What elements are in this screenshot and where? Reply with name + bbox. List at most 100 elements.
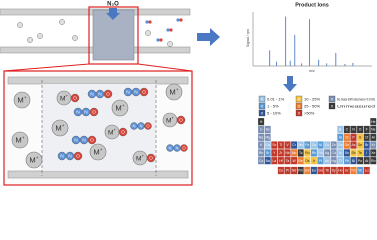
element-cell bbox=[350, 125, 357, 134]
element-cell bbox=[343, 125, 351, 134]
element-cell bbox=[356, 133, 364, 142]
bar bbox=[285, 16, 287, 67]
legend-label: 10 - 25% bbox=[304, 96, 320, 101]
oxygen-label: O bbox=[179, 118, 183, 124]
element-symbol: Pt bbox=[319, 159, 322, 163]
element-cell bbox=[337, 133, 344, 142]
element-symbol: Pb bbox=[345, 159, 349, 163]
zoom-frame bbox=[88, 6, 139, 65]
element-symbol: Ga bbox=[338, 143, 343, 147]
element-symbol: Tc bbox=[299, 151, 303, 155]
zoom-line bbox=[137, 63, 193, 72]
legend-symbol: X bbox=[298, 96, 301, 101]
element-cell bbox=[317, 166, 324, 175]
oxygen-atom bbox=[70, 93, 80, 103]
ion-label: M+ bbox=[115, 104, 124, 113]
element-symbol: Po bbox=[358, 159, 362, 163]
oxygen-atom bbox=[87, 135, 97, 145]
element-cell bbox=[271, 149, 278, 157]
element-symbol: Cl bbox=[365, 135, 368, 139]
oxygen-label: O bbox=[146, 124, 150, 129]
element-symbol: P bbox=[352, 135, 355, 139]
o-small bbox=[179, 18, 183, 22]
legend-swatch bbox=[295, 102, 303, 110]
element-cell bbox=[363, 149, 370, 157]
ion-small bbox=[59, 19, 65, 25]
ion-charge: + bbox=[114, 128, 117, 133]
element-symbol: Re bbox=[299, 159, 303, 163]
n-small bbox=[145, 20, 149, 24]
element-cell bbox=[330, 166, 337, 175]
legend-label: >50% bbox=[304, 110, 315, 115]
rod bbox=[7, 170, 189, 179]
element-cell bbox=[290, 141, 298, 149]
nitrogen-label: N bbox=[98, 92, 102, 98]
oxygen-atom bbox=[139, 87, 149, 97]
oxygen-label: O bbox=[73, 96, 77, 102]
element-symbol: Zn bbox=[332, 143, 336, 147]
element-symbol: Ho bbox=[338, 169, 342, 173]
element-cell bbox=[356, 156, 364, 165]
element-symbol: Cu bbox=[325, 143, 329, 147]
element-cell bbox=[330, 141, 337, 149]
element-symbol: Nd bbox=[292, 169, 296, 173]
oxygen-label: O bbox=[142, 90, 146, 96]
element-symbol: Pd bbox=[318, 151, 322, 155]
element-cell bbox=[277, 149, 285, 157]
oxygen-atom bbox=[103, 89, 113, 99]
element-cell bbox=[310, 149, 318, 157]
oxygen-atom bbox=[89, 107, 99, 117]
ion-label: M+ bbox=[93, 148, 102, 157]
element-cell bbox=[343, 166, 351, 175]
flow-arrow bbox=[283, 76, 297, 92]
ion-charge: + bbox=[172, 116, 175, 121]
element-cell bbox=[264, 149, 271, 157]
element-cell bbox=[264, 156, 271, 165]
element-cell bbox=[337, 141, 344, 149]
element-symbol: Co bbox=[312, 143, 316, 147]
element-symbol: Ir bbox=[313, 159, 316, 163]
element-symbol: Sn bbox=[345, 151, 349, 155]
element-symbol: Yb bbox=[358, 169, 362, 173]
ion-label: M+ bbox=[166, 116, 175, 125]
element-cell bbox=[317, 149, 324, 157]
ion bbox=[11, 131, 29, 149]
element-cell bbox=[350, 149, 357, 157]
element-cell bbox=[356, 125, 364, 134]
element-symbol: Br bbox=[365, 143, 369, 147]
bar bbox=[269, 50, 271, 66]
ion bbox=[111, 99, 129, 117]
legend-symbol: X bbox=[261, 96, 264, 101]
ion-charge: + bbox=[66, 94, 69, 99]
element-symbol: S bbox=[359, 135, 362, 139]
element-cell bbox=[317, 156, 324, 165]
element-symbol: At bbox=[365, 159, 368, 163]
element-symbol: Ni bbox=[319, 143, 322, 147]
ion bbox=[13, 91, 31, 109]
element-symbol: As bbox=[352, 143, 356, 147]
legend-symbol: X bbox=[331, 96, 334, 101]
element-symbol: In bbox=[339, 151, 342, 155]
element-symbol: Ti bbox=[280, 143, 283, 147]
element-symbol: Os bbox=[305, 159, 310, 163]
element-symbol: B bbox=[339, 128, 342, 132]
ion-label: M+ bbox=[108, 128, 117, 137]
zoom-line bbox=[3, 63, 90, 72]
element-symbol: Tb bbox=[325, 169, 329, 173]
legend-label: No mass-shift observed (<0.01%) bbox=[337, 96, 375, 101]
element-cell bbox=[323, 156, 331, 165]
ion-small bbox=[27, 37, 33, 43]
ion-charge: + bbox=[122, 104, 125, 109]
element-symbol: Si bbox=[345, 135, 348, 139]
element-cell bbox=[310, 141, 318, 149]
legend-label: 25 - 50% bbox=[304, 103, 320, 108]
ion-small bbox=[72, 35, 78, 41]
element-cell bbox=[337, 149, 344, 157]
nitrogen-label: N bbox=[168, 146, 171, 151]
nitrogen-label: N bbox=[84, 110, 88, 116]
legend-label: 0.01 - 1% bbox=[267, 96, 285, 101]
element-symbol: La bbox=[272, 159, 276, 163]
legend-symbol: X bbox=[261, 103, 264, 108]
bar bbox=[335, 53, 337, 66]
element-symbol: Gd bbox=[318, 169, 323, 173]
